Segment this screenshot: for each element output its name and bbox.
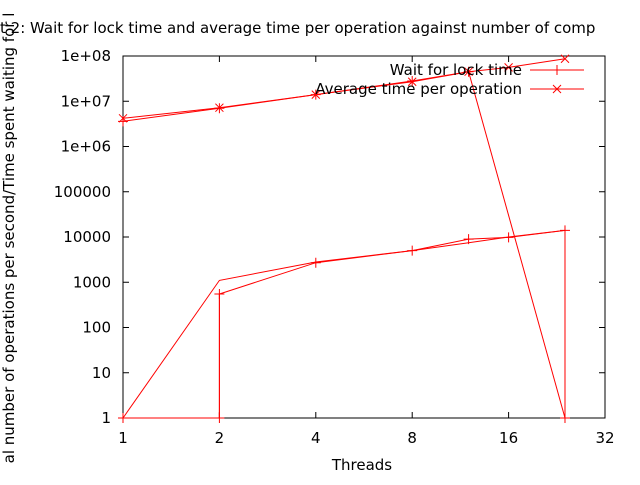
x-tick-label: 8 bbox=[407, 429, 417, 447]
series-point-average-time bbox=[407, 77, 417, 87]
legend-marker-wait-for-lock bbox=[552, 65, 562, 75]
series-point-average-time bbox=[464, 67, 473, 77]
x-axis-label: Threads bbox=[331, 456, 392, 474]
x-tick-label: 1 bbox=[118, 429, 128, 447]
series-line-wait-for-lock bbox=[122, 71, 566, 419]
legend-label-average-time: Average time per operation bbox=[315, 80, 522, 98]
x-tick-label: 32 bbox=[595, 429, 614, 447]
series-point-average-time bbox=[311, 90, 321, 99]
series-point-average-time bbox=[504, 63, 513, 72]
x-tick-label: 2 bbox=[215, 429, 225, 447]
x-tick-label: 16 bbox=[499, 429, 518, 447]
chart-title: t 2: Wait for lock time and average time… bbox=[0, 19, 595, 37]
axis-ticks: 1 2 4 8 16 32 1 10 100 1000 10000 100000 1e+06 1e+07 1… bbox=[54, 47, 615, 447]
y-tick-label: 1e+08 bbox=[61, 47, 111, 65]
x-tick-label: 4 bbox=[311, 429, 321, 447]
y-tick-label: 1e+06 bbox=[61, 138, 111, 156]
series-point-average-time bbox=[560, 54, 570, 64]
y-tick-label: 100000 bbox=[54, 183, 111, 201]
legend-marker-average-time bbox=[552, 84, 562, 94]
y-tick-label: 10 bbox=[92, 364, 111, 382]
y-tick-label: 100 bbox=[82, 319, 111, 337]
y-axis-label: al number of operations per second/Time … bbox=[0, 13, 18, 464]
y-tick-label: 1000 bbox=[73, 273, 111, 291]
series-line-average-time bbox=[122, 229, 566, 419]
y-tick-label: 1e+07 bbox=[61, 92, 111, 110]
y-tick-label: 10000 bbox=[63, 228, 111, 246]
y-tick-label: 1 bbox=[101, 409, 111, 427]
legend-label-wait-for-lock: Wait for lock time bbox=[390, 61, 522, 79]
series-layer bbox=[118, 54, 570, 423]
series-point-average-time bbox=[118, 113, 128, 123]
series-point-average-time bbox=[215, 103, 224, 113]
